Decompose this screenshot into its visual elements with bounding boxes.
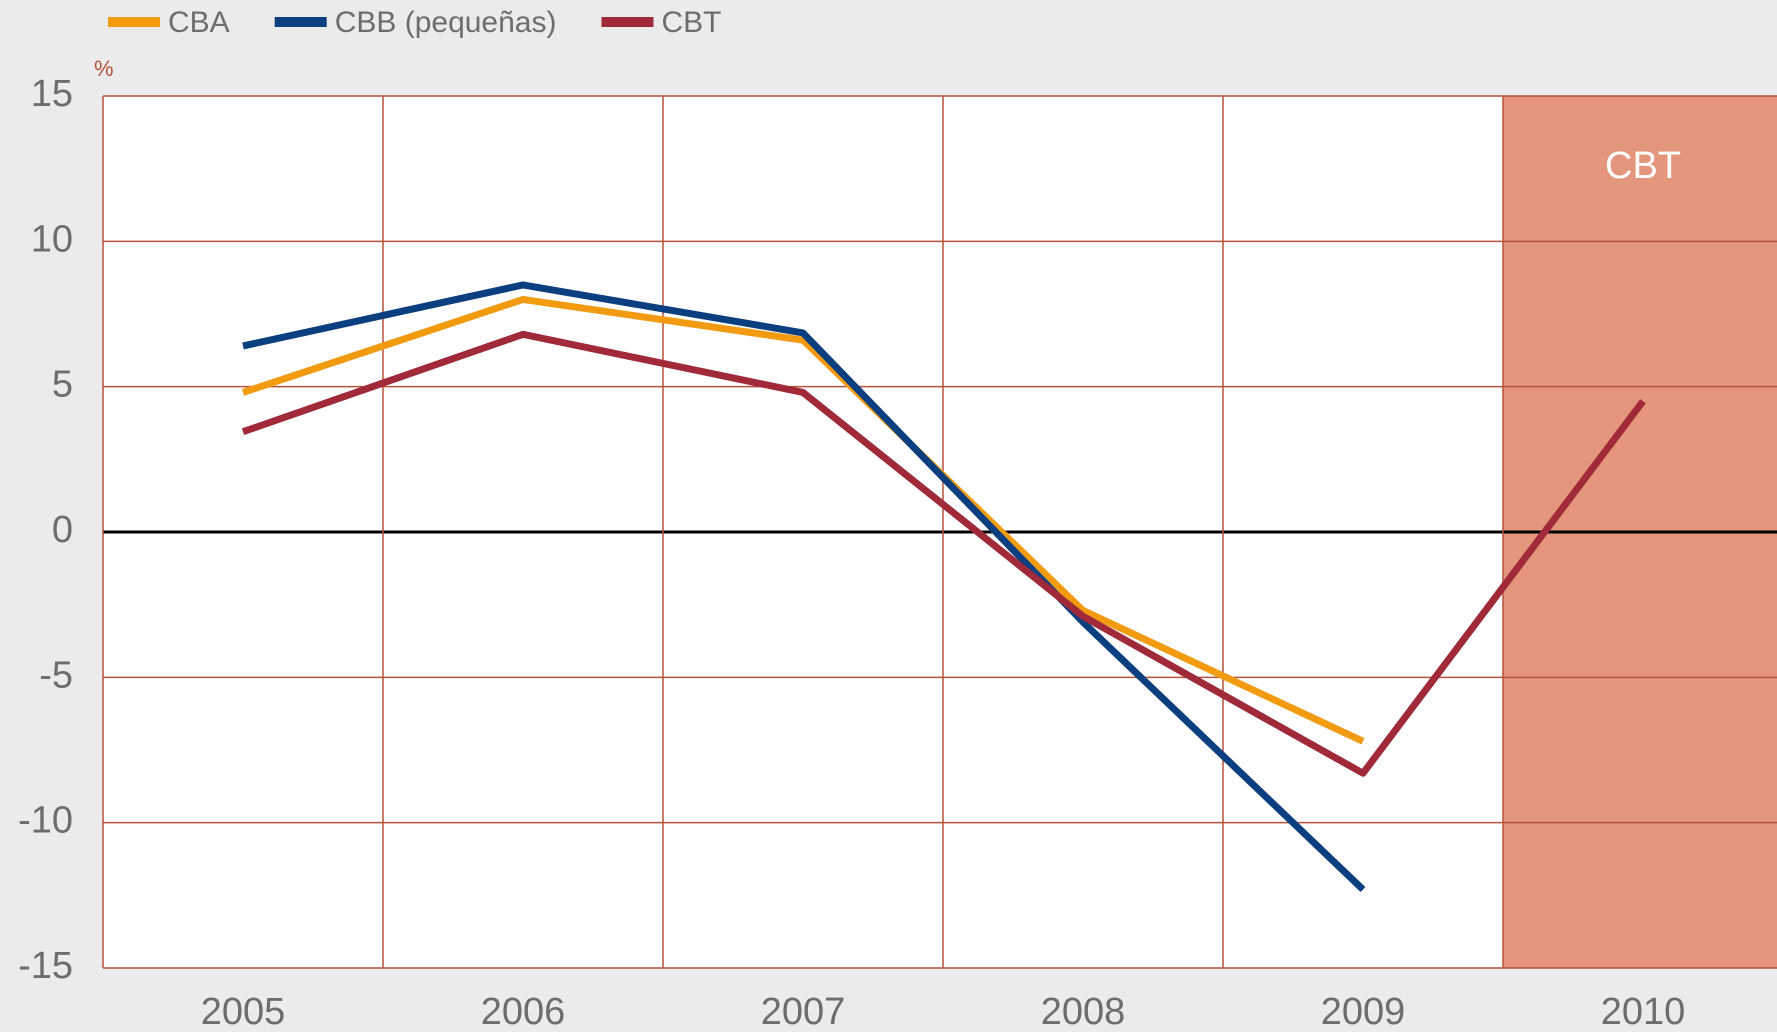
y-tick-label: 15: [31, 73, 73, 115]
y-tick-label: -15: [18, 945, 73, 987]
x-tick-label: 2006: [481, 991, 566, 1032]
series-line: [241, 330, 1646, 777]
y-tick-label: -5: [39, 654, 73, 696]
y-tick-label: 5: [52, 364, 73, 406]
x-tick-label: 2009: [1321, 991, 1406, 1032]
series-line: [241, 295, 1365, 745]
x-tick-label: 2005: [201, 991, 286, 1032]
y-unit: %: [94, 56, 114, 81]
shaded-region-label: CBT: [1605, 145, 1681, 187]
x-tick-label: 2008: [1041, 991, 1126, 1032]
x-tick-label: 2007: [761, 991, 846, 1032]
legend-label: CBA: [168, 6, 230, 39]
legend-label: CBT: [661, 6, 721, 39]
y-tick-label: -10: [18, 800, 73, 842]
x-tick-label: 2010: [1601, 991, 1686, 1032]
series-line: [242, 281, 1366, 893]
legend-label: CBB (pequeñas): [335, 6, 557, 39]
y-tick-label: 0: [52, 509, 73, 551]
y-tick-label: 10: [31, 218, 73, 260]
